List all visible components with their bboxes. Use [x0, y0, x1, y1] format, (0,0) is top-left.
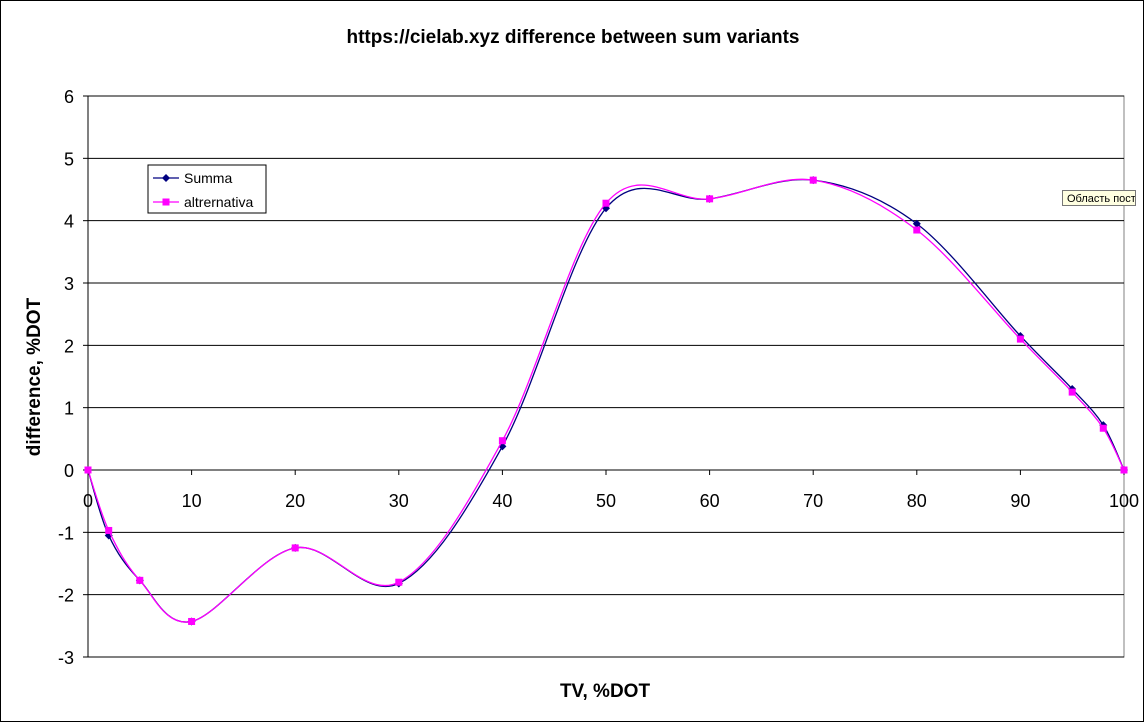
- legend-label: Summa: [184, 170, 232, 186]
- data-point-altrernativa: [706, 195, 714, 203]
- data-point-altrernativa: [602, 199, 610, 207]
- data-point-altrernativa: [1120, 466, 1128, 474]
- x-tick-label: 60: [700, 491, 720, 511]
- x-tick-label: 90: [1010, 491, 1030, 511]
- plot-area-tooltip: Область построения: [1062, 190, 1136, 206]
- y-tick-label: 1: [64, 399, 74, 419]
- data-point-altrernativa: [1068, 388, 1076, 396]
- data-point-altrernativa: [913, 226, 921, 234]
- x-tick-label: 40: [492, 491, 512, 511]
- x-tick-label: 100: [1109, 491, 1139, 511]
- y-tick-label: 4: [64, 212, 74, 232]
- data-point-altrernativa: [395, 578, 403, 586]
- y-tick-label: 3: [64, 274, 74, 294]
- y-axis-label: difference, %DOT: [24, 297, 45, 456]
- y-tick-label: 0: [64, 461, 74, 481]
- x-tick-label: 50: [596, 491, 616, 511]
- chart-title: https://cielab.xyz difference between su…: [347, 27, 800, 48]
- data-point-altrernativa: [1099, 424, 1107, 432]
- x-tick-label: 10: [182, 491, 202, 511]
- data-point-altrernativa: [136, 576, 144, 584]
- legend: Summa altrernativa: [147, 164, 267, 214]
- y-tick-label: -1: [58, 523, 74, 543]
- legend-label: altrernativa: [184, 194, 253, 210]
- series-altrernativa: [84, 176, 1128, 625]
- x-tick-label: 20: [285, 491, 305, 511]
- data-point-summa: [912, 219, 921, 228]
- x-tick-label: 80: [907, 491, 927, 511]
- data-point-altrernativa: [1016, 335, 1024, 343]
- y-tick-label: 2: [64, 336, 74, 356]
- y-tick-label: -2: [58, 586, 74, 606]
- data-point-altrernativa: [291, 544, 299, 552]
- data-point-altrernativa: [105, 526, 113, 534]
- y-tick-label: 5: [64, 149, 74, 169]
- data-point-altrernativa: [188, 617, 196, 625]
- legend-marker: [162, 174, 170, 182]
- x-tick-label: 70: [803, 491, 823, 511]
- x-axis-label: TV, %DOT: [560, 681, 650, 702]
- y-tick-label: -3: [58, 648, 74, 668]
- data-point-altrernativa: [498, 437, 506, 445]
- y-tick-label: 6: [64, 87, 74, 107]
- legend-marker: [162, 198, 170, 206]
- x-tick-label: 30: [389, 491, 409, 511]
- data-point-altrernativa: [809, 176, 817, 184]
- data-point-altrernativa: [84, 466, 92, 474]
- x-tick-label: 0: [83, 491, 93, 511]
